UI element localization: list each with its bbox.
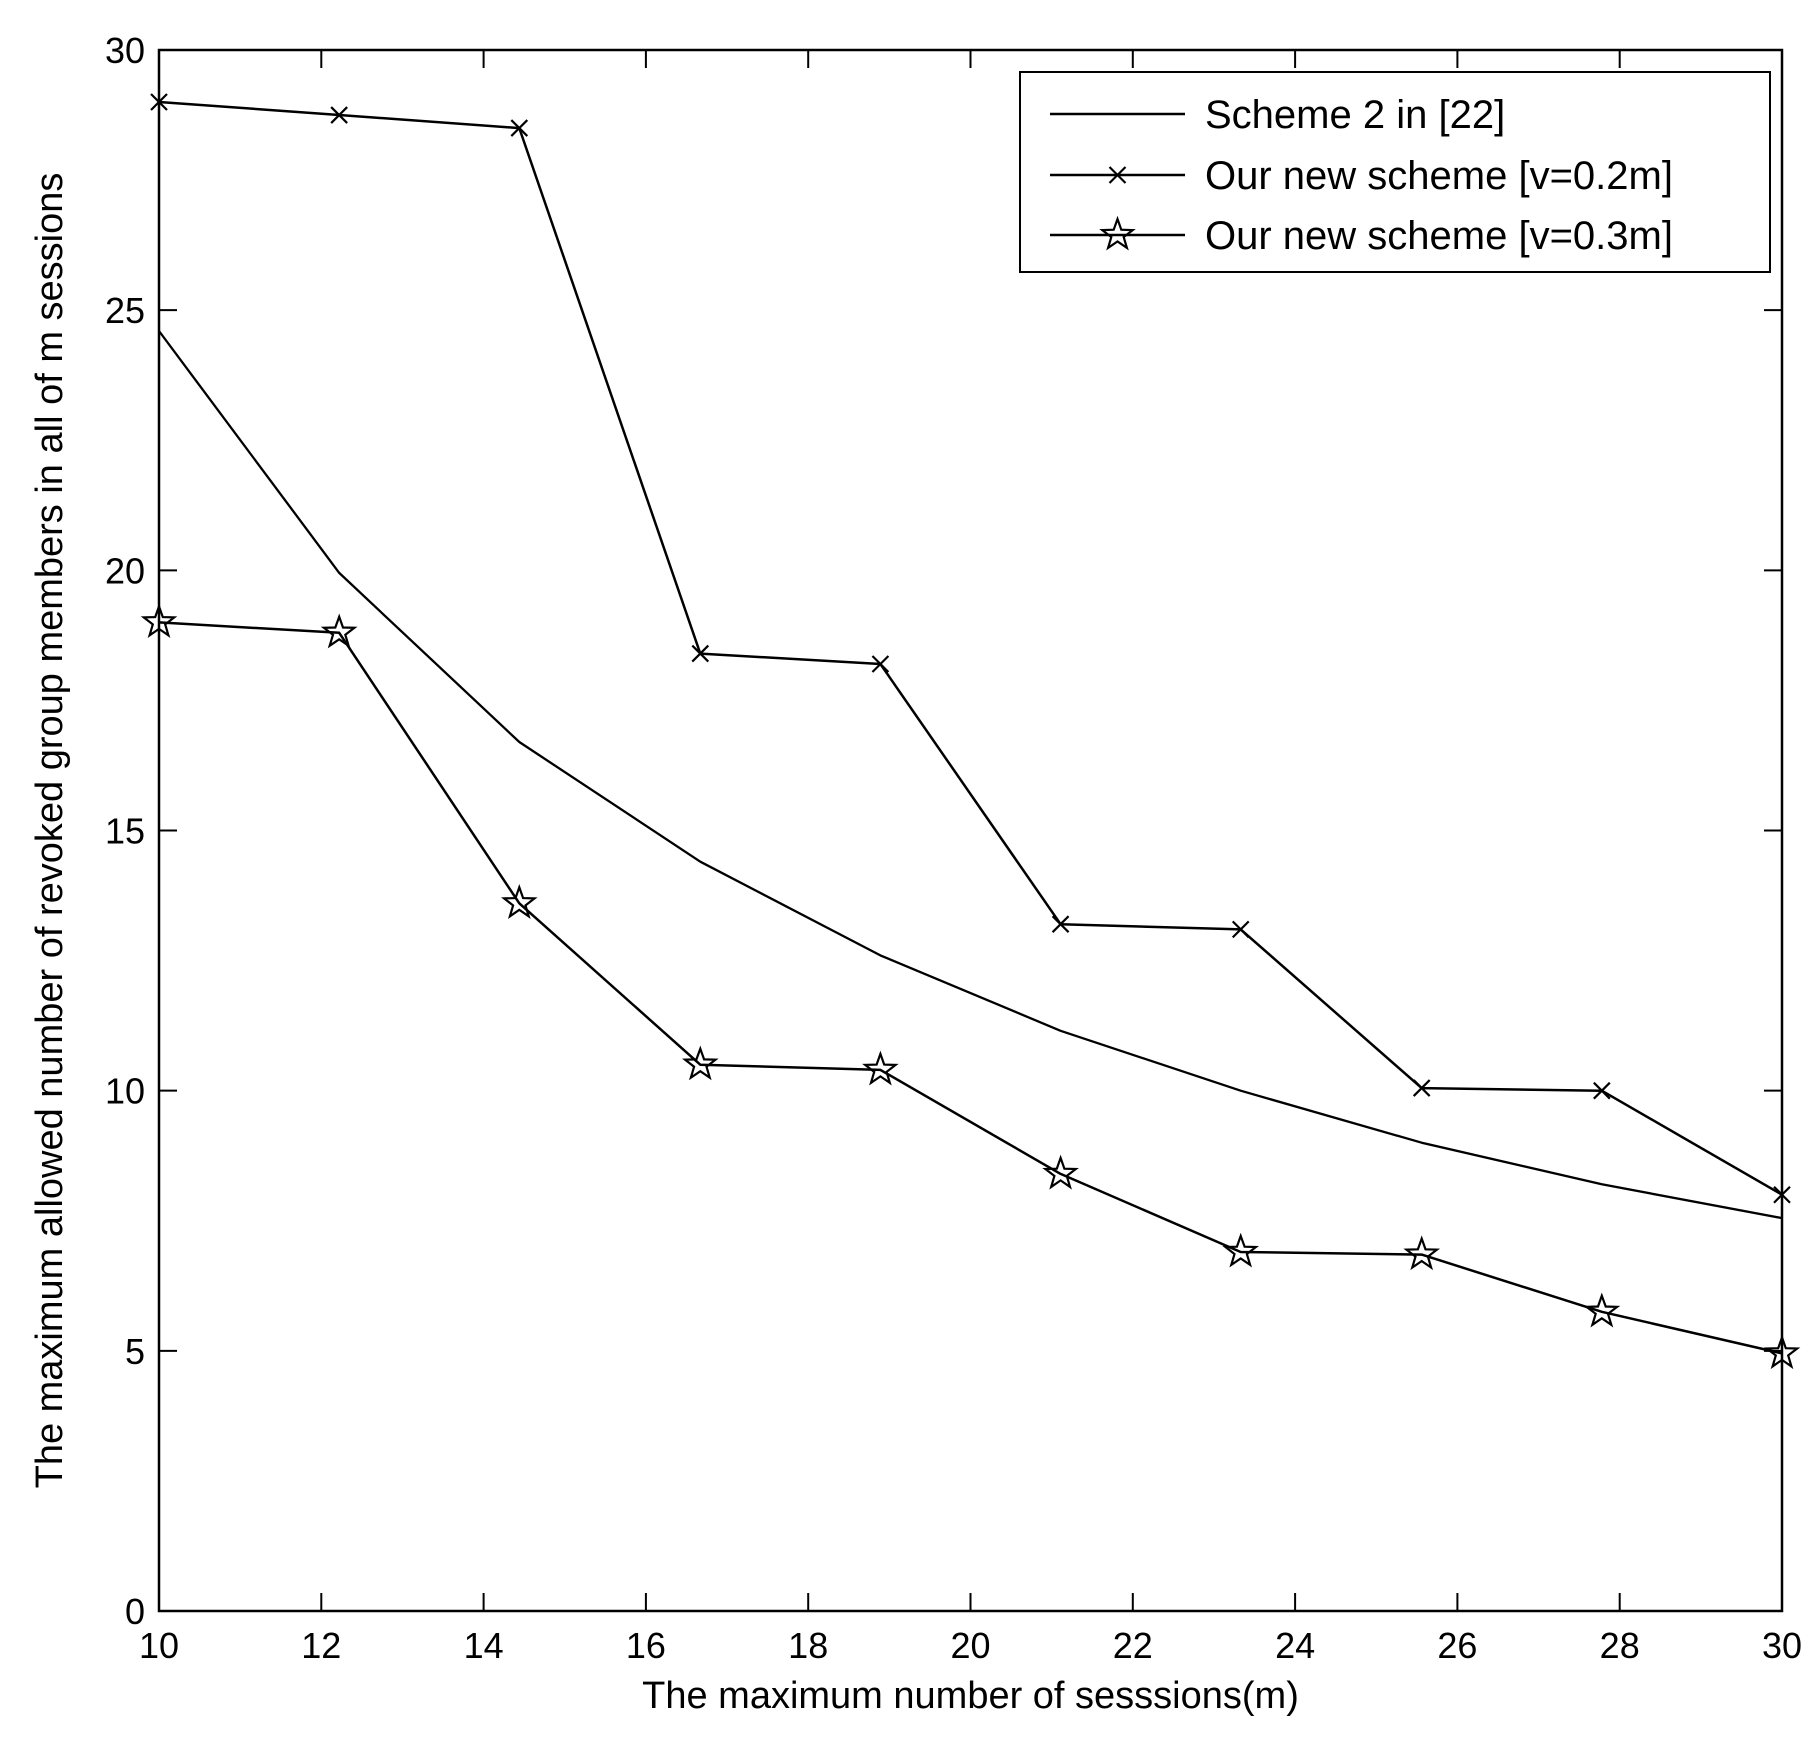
data-point-v02 [691, 644, 710, 663]
series-line-v02 [158, 100, 1783, 1196]
data-point-v03 [500, 883, 538, 919]
x-tick-label: 22 [1113, 1625, 1153, 1666]
y-tick-label: 0 [125, 1591, 145, 1632]
legend-samples [1050, 112, 1185, 251]
series-line-scheme2 [158, 330, 1783, 1220]
series-line-v03 [158, 621, 1783, 1355]
x-tick-label: 24 [1275, 1625, 1315, 1666]
data-point-v02 [510, 119, 529, 137]
legend-sample-marker-v02 [1108, 166, 1127, 184]
plot-area-frame [157, 48, 1784, 1613]
x-axis-label: The maximum number of sesssions(m) [642, 1675, 1299, 1717]
x-tick-label: 12 [301, 1625, 341, 1666]
data-point-v03 [320, 613, 358, 649]
series-v03 [140, 603, 1801, 1370]
data-point-v03 [862, 1050, 899, 1086]
data-point-v03 [1583, 1292, 1621, 1328]
legend-label-v03: Our new scheme [v=0.3m] [1205, 214, 1673, 258]
legend-box [1019, 71, 1771, 273]
x-tick-label: 18 [788, 1625, 828, 1666]
data-point-v02 [1231, 920, 1250, 939]
y-tick-label: 15 [105, 811, 145, 852]
x-tick-label: 14 [464, 1625, 504, 1666]
data-point-v03 [681, 1045, 719, 1081]
series-v02 [150, 93, 1791, 1204]
data-point-v03 [1403, 1235, 1441, 1271]
data-point-v02 [1051, 915, 1070, 933]
y-tick-label: 10 [105, 1071, 145, 1112]
x-tick-label: 30 [1762, 1625, 1802, 1666]
legend-label-scheme2: Scheme 2 in [22] [1205, 93, 1505, 137]
y-tick-label: 25 [105, 290, 145, 331]
ticks-layer: 10 12 14 16 18 20 22 24 26 28 30 0 5 10 15 20 25 30 [105, 30, 1802, 1666]
legend: Scheme 2 in [22] Our new scheme [v=0.2m]… [1019, 71, 1771, 273]
legend-sample-marker-v03 [1099, 215, 1136, 251]
legend-label-v02: Our new scheme [v=0.2m] [1205, 154, 1673, 198]
series-scheme2 [158, 330, 1783, 1220]
x-tick-label: 28 [1600, 1625, 1640, 1666]
y-tick-label: 30 [105, 30, 145, 71]
x-tick-label: 26 [1437, 1625, 1477, 1666]
y-tick-label: 5 [125, 1331, 145, 1372]
data-point-v02 [330, 106, 348, 124]
x-tick-label: 10 [139, 1625, 179, 1666]
series-layer [140, 93, 1801, 1370]
data-point-v03 [1042, 1154, 1079, 1190]
y-tick-label: 20 [105, 550, 145, 591]
x-tick-label: 16 [626, 1625, 666, 1666]
data-point-v02 [1593, 1081, 1611, 1100]
y-axis-label: The maximum allowed number of revoked gr… [29, 173, 71, 1489]
data-point-v02 [871, 655, 890, 673]
data-point-v03 [1222, 1232, 1260, 1268]
x-tick-label: 20 [950, 1625, 990, 1666]
data-point-v02 [1412, 1079, 1431, 1097]
